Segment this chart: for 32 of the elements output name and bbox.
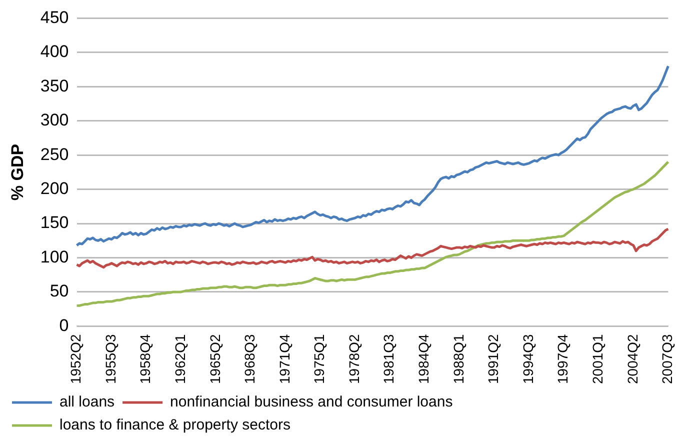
y-axis-title: % GDP — [8, 144, 27, 201]
y-tick-label: 400 — [40, 42, 69, 62]
x-tick-label: 1981Q3 — [380, 334, 397, 384]
x-tick-label: 1994Q3 — [520, 334, 536, 384]
x-tick-label: 1971Q4 — [276, 334, 292, 384]
y-tick-label: 200 — [40, 178, 69, 198]
legend-label: nonfinancial business and consumer loans — [170, 394, 453, 411]
x-tick-label: 1978Q2 — [346, 334, 362, 384]
y-tick-label: 250 — [40, 144, 69, 164]
y-tick-label: 50 — [50, 282, 69, 301]
y-tick-label: 100 — [40, 247, 69, 266]
legend-label: all loans — [60, 394, 115, 411]
x-tick-label: 1997Q4 — [554, 334, 571, 384]
x-tick-label: 2001Q1 — [589, 334, 606, 384]
x-tick-label: 1975Q1 — [311, 334, 328, 384]
y-tick-label: 450 — [40, 8, 69, 27]
x-tick-label: 1968Q3 — [242, 334, 258, 384]
x-tick-label: 1991Q2 — [485, 334, 502, 384]
y-tick-label: 0 — [59, 316, 69, 335]
y-tick-label: 150 — [40, 213, 69, 232]
y-tick-label: 300 — [40, 110, 69, 130]
x-tick-label: 1958Q4 — [137, 334, 154, 384]
x-tick-label: 1965Q2 — [206, 334, 223, 384]
x-tick-label: 1984Q4 — [416, 334, 432, 384]
x-tick-label: 2007Q3 — [659, 334, 676, 384]
x-tick-label: 1955Q3 — [102, 334, 118, 384]
x-tick-label: 1988Q1 — [450, 334, 466, 384]
y-tick-label: 350 — [40, 76, 69, 96]
legend-label: loans to finance & property sectors — [60, 416, 290, 434]
x-tick-label: 1962Q1 — [172, 334, 188, 384]
x-tick-label: 2004Q2 — [624, 334, 640, 384]
x-tick-label: 1952Q2 — [68, 334, 84, 384]
